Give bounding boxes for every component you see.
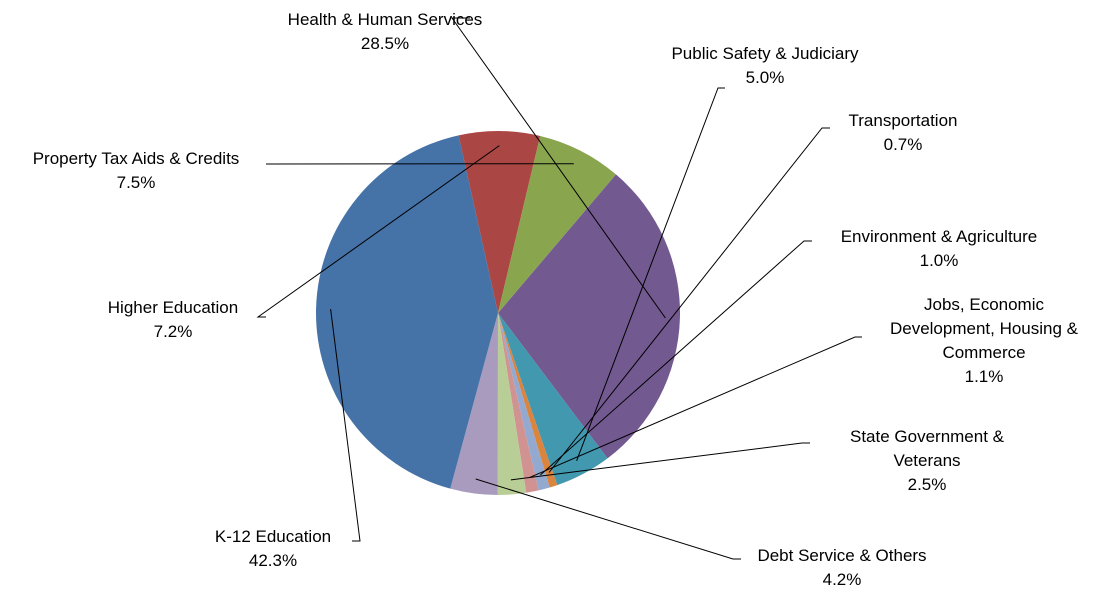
leader-line [540, 240, 812, 476]
slice-label: Jobs, Economic Development, Housing & Comm… [890, 295, 1079, 386]
pie-slice [498, 174, 680, 459]
slice-label: K-12 Education 42.3% [215, 527, 331, 570]
slice-label: Environment & Agriculture 1.0% [841, 227, 1038, 270]
slice-category-label: Public Safety & Judiciary [671, 44, 859, 63]
slice-category-label: Development, Housing & [890, 319, 1079, 338]
slice-value-label: 42.3% [249, 551, 297, 570]
pie-slices [316, 130, 680, 496]
leader-line [510, 442, 810, 481]
pie-slice [498, 313, 558, 488]
pie-slice [498, 135, 616, 313]
leader-line [475, 478, 741, 560]
slice-category-label: Health & Human Services [288, 10, 483, 29]
slice-value-label: 2.5% [908, 475, 947, 494]
slice-category-label: Property Tax Aids & Credits [33, 149, 240, 168]
pie-slice [450, 313, 498, 495]
slice-label: Public Safety & Judiciary 5.0% [671, 44, 859, 87]
pie-slice [497, 313, 527, 496]
leader-line [256, 145, 500, 318]
slice-value-label: 1.0% [920, 251, 959, 270]
leader-line [330, 309, 361, 542]
slice-label: Health & Human Services 28.5% [288, 10, 483, 53]
slice-value-label: 5.0% [746, 68, 785, 87]
slice-category-label: Higher Education [108, 298, 238, 317]
pie-slice [316, 135, 498, 489]
pie-slice [458, 130, 541, 313]
slice-label: State Government & Veterans 2.5% [850, 427, 1005, 494]
slice-value-label: 7.2% [154, 322, 193, 341]
slice-value-label: 7.5% [117, 173, 156, 192]
slice-value-label: 4.2% [823, 570, 862, 589]
slice-category-label: State Government & [850, 427, 1005, 446]
slice-category-label: Veterans [893, 451, 960, 470]
slice-category-label: Jobs, Economic [924, 295, 1044, 314]
pie-slice [498, 313, 550, 491]
slice-category-label: Transportation [849, 111, 958, 130]
slice-value-label: 28.5% [361, 34, 409, 53]
leader-line [529, 336, 862, 478]
slice-label: Transportation 0.7% [849, 111, 958, 154]
leader-line [576, 87, 725, 461]
slice-category-label: Environment & Agriculture [841, 227, 1038, 246]
slice-label: Higher Education 7.2% [108, 298, 238, 341]
slice-label: Debt Service & Others 4.2% [757, 546, 926, 589]
slice-category-label: Debt Service & Others [757, 546, 926, 565]
slice-value-label: 1.1% [965, 367, 1004, 386]
pie-slice [498, 313, 539, 493]
slice-category-label: Commerce [942, 343, 1025, 362]
slice-label: Property Tax Aids & Credits 7.5% [33, 149, 240, 192]
pie-slice [498, 313, 608, 486]
leader-lines [256, 17, 862, 560]
slice-category-label: K-12 Education [215, 527, 331, 546]
slice-labels: Health & Human Services 28.5% Public Safet… [33, 10, 1079, 589]
leader-line [548, 127, 830, 473]
leader-line [451, 17, 666, 319]
slice-value-label: 0.7% [884, 135, 923, 154]
